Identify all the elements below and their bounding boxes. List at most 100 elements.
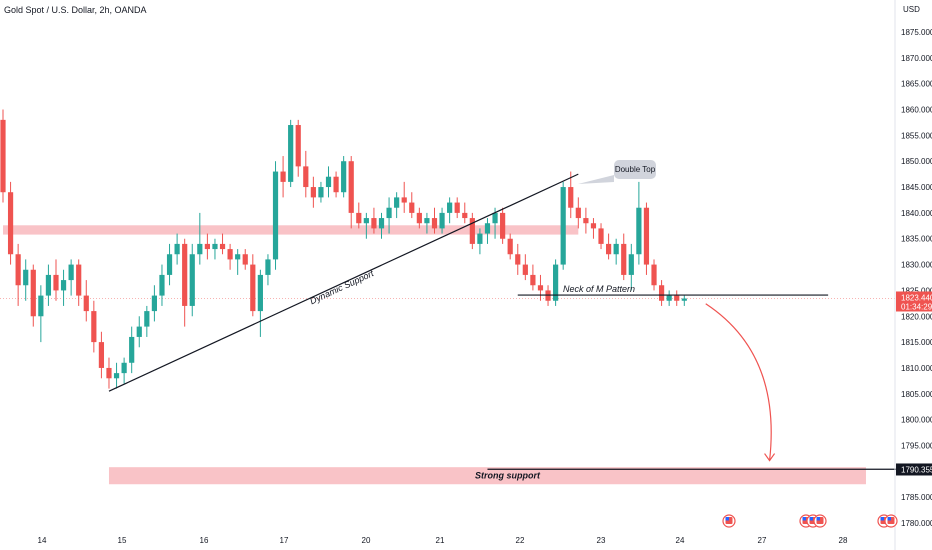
candle-body <box>621 243 627 275</box>
candle-body <box>295 125 301 167</box>
candle <box>636 181 642 265</box>
current-price-countdown: 01:34:29 <box>901 302 932 311</box>
candle <box>159 264 165 306</box>
candle <box>674 290 680 306</box>
candle-body <box>106 367 112 379</box>
candle-body <box>76 264 82 296</box>
candle-body <box>348 161 354 213</box>
y-tick-label: 1875.000 <box>901 28 932 37</box>
candle-body <box>477 233 483 244</box>
candle-body <box>68 264 74 281</box>
us-flag-event-icon <box>722 514 736 528</box>
candle <box>325 166 332 198</box>
candle <box>439 207 445 234</box>
candle-body <box>439 212 445 229</box>
candle-body <box>409 202 415 213</box>
y-tick-label: 1830.000 <box>901 261 932 270</box>
candle-body <box>575 207 581 219</box>
candle <box>295 119 301 177</box>
y-tick-label: 1845.000 <box>901 183 932 192</box>
neck-line-label: Neck of M Pattern <box>563 284 635 294</box>
candle <box>15 243 21 306</box>
candle <box>280 156 286 198</box>
y-tick-label: 1800.000 <box>901 416 932 425</box>
candle <box>409 192 415 219</box>
candle <box>0 109 6 203</box>
current-price-tag <box>896 291 932 312</box>
candle-body <box>651 264 657 286</box>
candle <box>628 243 634 291</box>
y-tick-label: 1835.000 <box>901 235 932 244</box>
candle <box>106 357 112 389</box>
candle <box>606 233 612 260</box>
candle-body <box>401 197 407 203</box>
candle <box>356 202 362 229</box>
event-icon-canton <box>880 517 884 521</box>
projection-arrow-head <box>764 453 776 462</box>
candle <box>76 259 82 306</box>
y-tick-label: 1810.000 <box>901 364 932 373</box>
candle <box>189 243 195 317</box>
candle-body <box>257 274 263 312</box>
x-tick-label: 17 <box>280 536 289 545</box>
candle <box>469 212 475 250</box>
candle-body <box>151 295 157 312</box>
candle <box>613 238 619 265</box>
candle <box>537 274 544 301</box>
candle-body <box>7 192 14 255</box>
candle <box>681 295 687 306</box>
candle-body <box>386 207 392 219</box>
x-tick-label: 23 <box>597 536 606 545</box>
x-tick-label: 28 <box>839 536 848 545</box>
candle-body <box>83 295 89 312</box>
candle <box>424 212 430 234</box>
candle <box>204 233 210 260</box>
candle-body <box>606 243 612 255</box>
candle-body <box>560 187 566 265</box>
us-flag-event-icon <box>884 514 898 528</box>
candle-body <box>159 274 165 296</box>
candle-body <box>628 254 634 275</box>
candle-body <box>507 238 513 255</box>
candle-body <box>371 218 377 229</box>
candle-body <box>666 295 672 301</box>
candle <box>303 150 309 198</box>
resistance-zone <box>3 225 579 235</box>
candle-body <box>462 212 468 219</box>
candle <box>227 243 233 270</box>
candle-body <box>15 254 21 286</box>
candle <box>98 331 105 379</box>
candle <box>477 228 483 255</box>
candle-body <box>492 212 498 224</box>
candle <box>182 238 188 327</box>
candle-body <box>113 373 120 379</box>
x-tick-label: 24 <box>676 536 685 545</box>
candle <box>666 290 672 306</box>
candle <box>651 259 657 291</box>
y-tick-label: 1785.000 <box>901 493 932 502</box>
candle <box>507 233 513 260</box>
y-tick-label: 1795.000 <box>901 441 932 450</box>
candle-body <box>0 119 6 193</box>
candle <box>318 181 324 203</box>
dynamic-support <box>108 173 579 392</box>
callout-pointer <box>578 175 614 184</box>
chart-title: Gold Spot / U.S. Dollar, 2h, OANDA <box>4 5 147 15</box>
candle-body <box>38 295 44 317</box>
candle-body <box>227 249 233 260</box>
current-price-value: 1823.440 <box>901 293 932 302</box>
candle-body <box>447 202 453 213</box>
candle <box>53 259 59 301</box>
candle <box>151 285 157 322</box>
event-icon-canton <box>809 517 813 521</box>
y-tick-label: 1815.000 <box>901 338 932 347</box>
candle <box>522 254 528 281</box>
y-tick-label: 1840.000 <box>901 209 932 218</box>
candle-body <box>265 259 271 275</box>
candle-body <box>136 326 142 337</box>
candle <box>371 207 377 234</box>
candle <box>38 285 44 343</box>
candle <box>166 243 173 286</box>
candle <box>515 243 521 275</box>
